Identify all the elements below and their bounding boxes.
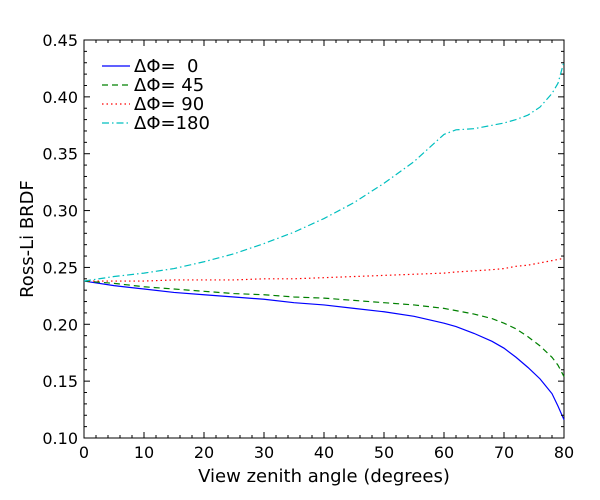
x-axis-label: View zenith angle (degrees) [198,466,450,487]
x-tick-label: 60 [434,443,454,462]
y-tick-label: 0.15 [42,372,78,391]
x-tick-label: 30 [254,443,274,462]
legend-label-1: ΔΦ= 45 [134,75,204,96]
x-tick-label: 70 [494,443,514,462]
x-tick-label: 80 [554,443,574,462]
y-tick-label: 0.35 [42,145,78,164]
y-axis-label: Ross-Li BRDF [17,180,38,298]
y-tick-label: 0.40 [42,88,78,107]
x-tick-label: 20 [194,443,214,462]
y-tick-label: 0.30 [42,202,78,221]
y-tick-label: 0.45 [42,31,78,50]
legend-label-3: ΔΦ=180 [134,113,210,134]
series-line-1 [83,280,565,377]
series-layer [83,61,565,421]
legend-label-0: ΔΦ= 0 [134,56,198,77]
legend-label-2: ΔΦ= 90 [134,94,204,115]
x-tick-label: 50 [374,443,394,462]
plot-area-frame [83,39,565,439]
y-tick-label: 0.10 [42,429,78,448]
x-tick-label: 40 [314,443,334,462]
series-line-0 [83,280,565,421]
y-tick-label: 0.20 [42,315,78,334]
x-tick-label: 0 [79,443,89,462]
tick-layer: 0 10 20 30 40 50 60 70 80 0.10 0.15 0.20 0.25 0.30 0.3… [42,31,574,462]
x-tick-label: 10 [134,443,154,462]
y-tick-label: 0.25 [42,258,78,277]
